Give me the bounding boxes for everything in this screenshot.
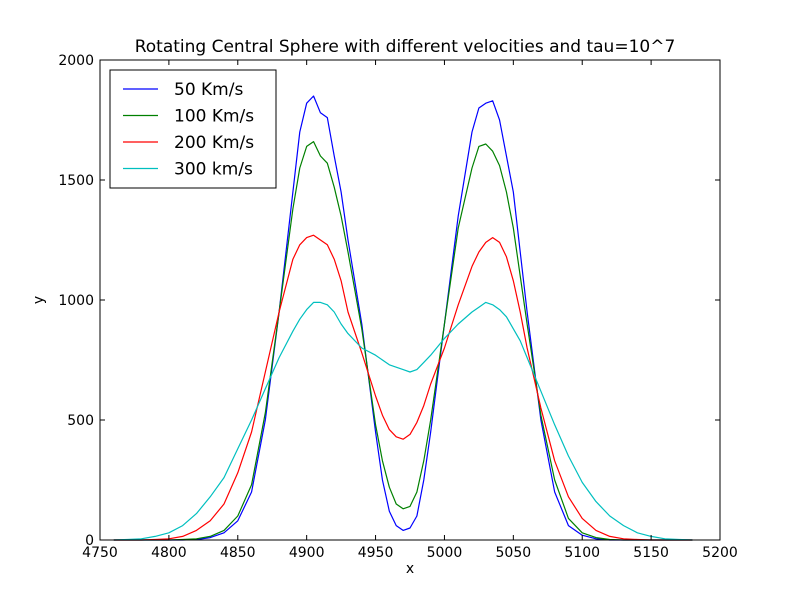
x-tick-label: 5150: [633, 545, 669, 561]
ticks-layer: 4750 4800 4850 4900 4950 5000 5050 5100 5150 5200…: [58, 53, 737, 561]
y-tick-label: 500: [67, 413, 94, 429]
x-tick-label: 5000: [427, 545, 463, 561]
legend-label-1: 50 Km/s: [174, 80, 243, 100]
x-tick-label: 4850: [220, 545, 256, 561]
legend-label-3: 200 Km/s: [174, 133, 254, 153]
plot-frame: [99, 59, 721, 541]
series-layer: [113, 95, 693, 541]
x-tick-label: 4950: [358, 545, 394, 561]
x-axis-label: x: [406, 561, 414, 577]
series-line-3: [113, 234, 693, 541]
y-tick-label: 0: [85, 533, 94, 549]
series-line-2: [113, 141, 693, 541]
legend-label-2: 100 Km/s: [174, 107, 254, 127]
x-tick-label: 4800: [151, 545, 187, 561]
x-tick-label: 4900: [289, 545, 325, 561]
x-tick-label: 5200: [702, 545, 738, 561]
y-tick-label: 1000: [58, 293, 94, 309]
legend-label-4: 300 km/s: [174, 160, 253, 180]
y-tick-label: 1500: [58, 173, 94, 189]
x-tick-label: 5100: [564, 545, 600, 561]
y-axis-label: y: [31, 296, 47, 304]
chart-title: Rotating Central Sphere with different v…: [135, 37, 676, 57]
x-tick-label: 5050: [496, 545, 532, 561]
legend: 50 Km/s 100 Km/s 200 Km/s 300 km/s: [109, 69, 277, 189]
series-line-1: [113, 95, 693, 541]
series-line-4: [113, 301, 693, 541]
x-tick-label: 4750: [82, 545, 118, 561]
y-tick-label: 2000: [58, 53, 94, 69]
legend-entries: 50 Km/s 100 Km/s 200 Km/s 300 km/s: [123, 80, 254, 180]
